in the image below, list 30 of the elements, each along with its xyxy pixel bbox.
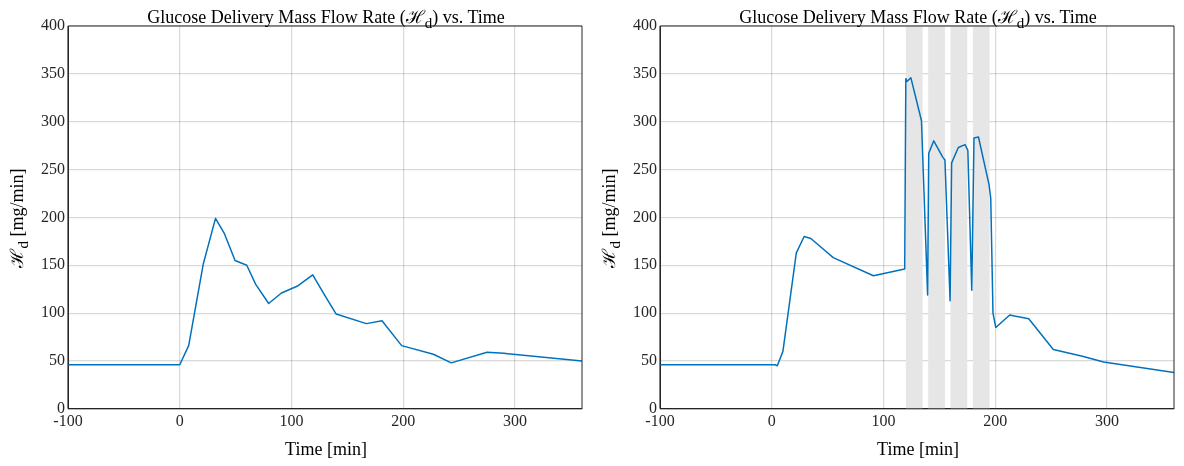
x-tick-label: 200 [983,411,1008,429]
x-tick-label: 200 [391,411,416,429]
x-tick-label: 0 [767,411,776,429]
y-tick-label: 150 [633,255,657,273]
y-tick-label: 0 [649,399,657,416]
y-tick-label: 250 [633,159,657,177]
x-tick-label: 100 [279,411,304,429]
y-tick-label: 350 [633,64,657,82]
x-tick-label: 300 [502,411,527,429]
y-tick-label: 300 [41,111,65,129]
x-tick-label: 0 [175,411,184,429]
y-tick-label: 250 [41,159,65,177]
y-tick-label: 100 [633,303,657,321]
x-axis-title: Time [min] [876,439,960,460]
y-tick-label: 100 [41,303,65,321]
y-tick-label: 0 [57,399,65,416]
x-tick-label: 100 [871,411,896,429]
chart-title: Glucose Delivery Mass Flow Rate (ℋ$_{d}$) vs. Time [147,7,505,31]
x-axis-title: Time [min] [284,439,368,460]
x-tick-label: 300 [1094,411,1119,429]
y-tick-label: 400 [633,16,657,34]
chart-title: Glucose Delivery Mass Flow Rate (ℋ$_{d}$) vs. Time [739,7,1097,31]
y-tick-label: 400 [41,16,65,34]
y-tick-label: 200 [633,207,657,225]
y-tick-label: 50 [641,351,657,369]
y-tick-label: 350 [41,64,65,82]
y-tick-label: 50 [49,351,65,369]
y-tick-label: 300 [633,111,657,129]
y-tick-label: 150 [41,255,65,273]
y-tick-label: 200 [41,207,65,225]
